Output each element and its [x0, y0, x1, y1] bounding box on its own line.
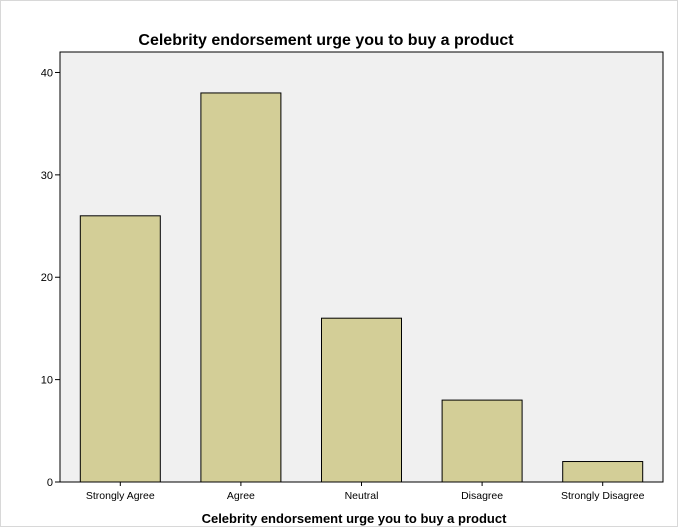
x-axis: Strongly Agree Agree Neutral Disagree Strong…: [86, 482, 645, 502]
bar-agree: [200, 92, 282, 483]
y-tick-label: 20: [41, 272, 53, 284]
y-tick-label: 40: [41, 67, 53, 79]
y-tick-label: 30: [41, 170, 53, 182]
x-tick-label: Strongly Agree: [86, 490, 155, 502]
bar-disagree: [441, 399, 523, 483]
bar-strongly-agree: [79, 215, 161, 483]
bar-strongly-disagree: [562, 461, 644, 483]
y-tick-label: 0: [47, 477, 53, 489]
x-axis-label: Celebrity endorsement urge you to buy a …: [202, 511, 507, 526]
chart-title: Celebrity endorsement urge you to buy a …: [138, 32, 514, 49]
bar-neutral: [321, 317, 402, 483]
x-tick-label: Strongly Disagree: [561, 490, 645, 502]
x-tick-label: Agree: [227, 490, 255, 502]
y-axis: 0 10 20 30 40: [41, 67, 60, 489]
x-tick-label: Neutral: [345, 490, 379, 502]
y-tick-label: 10: [41, 375, 53, 387]
x-tick-label: Disagree: [461, 490, 503, 502]
bar-series: [79, 92, 644, 483]
